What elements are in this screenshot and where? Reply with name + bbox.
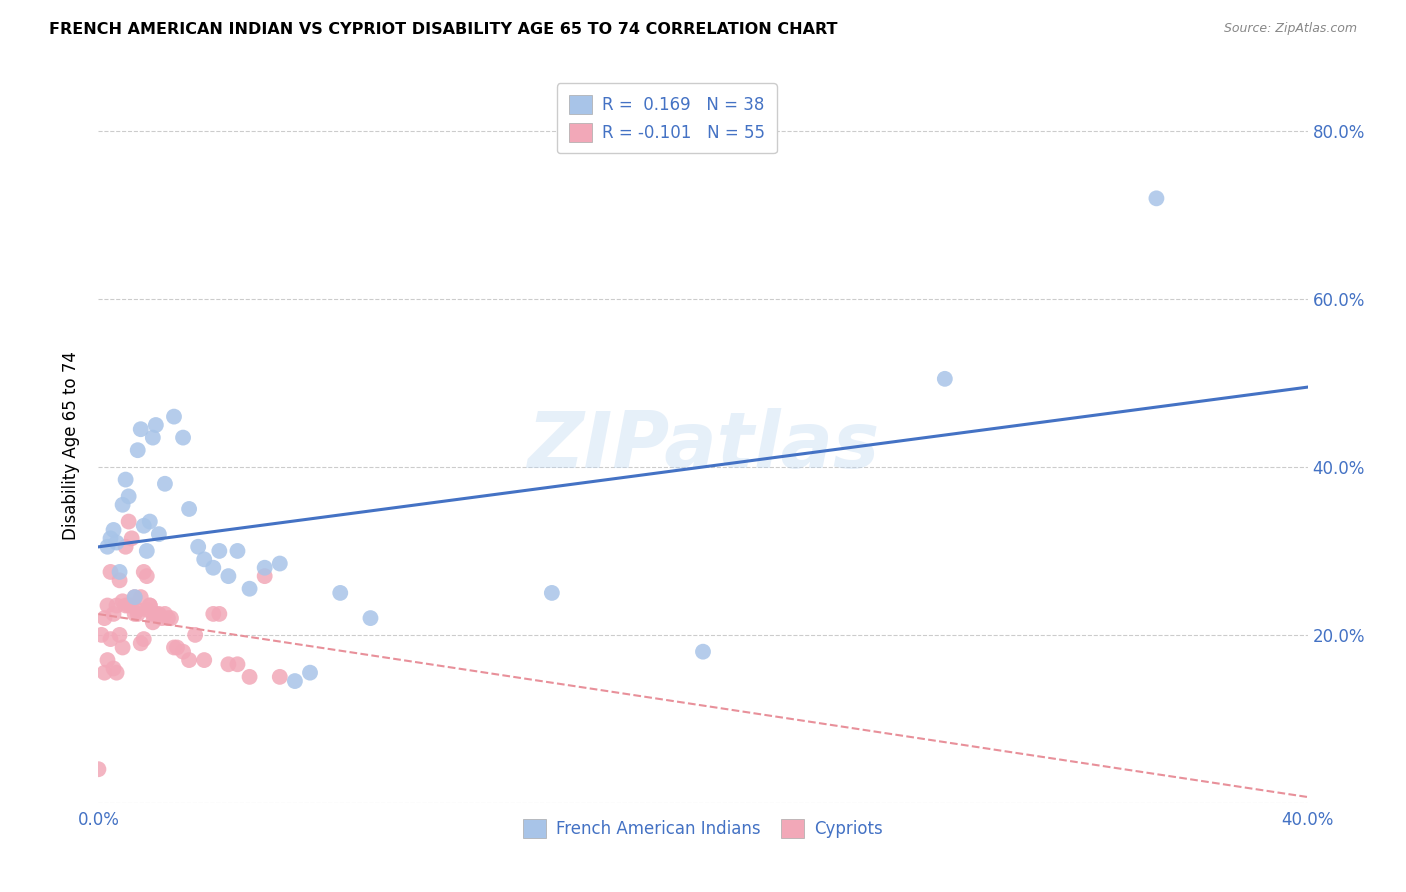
Point xyxy=(118,515,141,529)
Point xyxy=(299,665,322,680)
Legend: French American Indians, Cypriots: French American Indians, Cypriots xyxy=(516,812,890,845)
Point xyxy=(93,665,115,680)
Point xyxy=(139,515,162,529)
Point xyxy=(103,607,125,621)
Point xyxy=(163,409,186,424)
Point xyxy=(284,674,307,689)
Point xyxy=(179,502,201,516)
Point xyxy=(253,560,276,574)
Point xyxy=(217,569,239,583)
Point xyxy=(108,628,131,642)
Point xyxy=(253,569,276,583)
Point xyxy=(329,586,352,600)
Point xyxy=(160,611,183,625)
Point xyxy=(100,565,122,579)
Point xyxy=(179,653,201,667)
Point xyxy=(135,569,157,583)
Point xyxy=(124,590,146,604)
Point xyxy=(132,518,155,533)
Point xyxy=(156,611,179,625)
Point xyxy=(127,607,149,621)
Point xyxy=(105,535,128,549)
Point xyxy=(208,607,231,621)
Point xyxy=(103,661,125,675)
Point xyxy=(193,552,215,566)
Point xyxy=(96,540,118,554)
Point xyxy=(132,565,155,579)
Point xyxy=(118,599,141,613)
Point xyxy=(129,636,152,650)
Point xyxy=(692,645,714,659)
Point xyxy=(100,632,122,646)
Point xyxy=(118,489,141,503)
Point xyxy=(239,582,262,596)
Point xyxy=(114,473,136,487)
Point xyxy=(114,599,136,613)
Text: FRENCH AMERICAN INDIAN VS CYPRIOT DISABILITY AGE 65 TO 74 CORRELATION CHART: FRENCH AMERICAN INDIAN VS CYPRIOT DISABI… xyxy=(49,22,838,37)
Point xyxy=(96,653,118,667)
Point xyxy=(239,670,262,684)
Point xyxy=(142,431,165,445)
Point xyxy=(217,657,239,672)
Point xyxy=(142,615,165,630)
Point xyxy=(172,645,194,659)
Point xyxy=(193,653,215,667)
Point xyxy=(184,628,207,642)
Point xyxy=(208,544,231,558)
Point xyxy=(135,603,157,617)
Point xyxy=(139,599,162,613)
Point xyxy=(108,565,131,579)
Point xyxy=(202,560,225,574)
Point xyxy=(135,544,157,558)
Point xyxy=(105,599,128,613)
Point xyxy=(540,586,562,600)
Point xyxy=(269,670,291,684)
Point xyxy=(96,599,118,613)
Point xyxy=(124,607,146,621)
Point xyxy=(150,611,173,625)
Point xyxy=(148,527,170,541)
Point xyxy=(226,544,249,558)
Point xyxy=(142,607,165,621)
Point xyxy=(139,599,162,613)
Point xyxy=(360,611,382,625)
Point xyxy=(124,590,146,604)
Point xyxy=(100,532,122,546)
Point xyxy=(111,594,134,608)
Point xyxy=(90,628,112,642)
Point xyxy=(202,607,225,621)
Point xyxy=(111,640,134,655)
Point xyxy=(153,476,176,491)
Y-axis label: Disability Age 65 to 74: Disability Age 65 to 74 xyxy=(62,351,80,541)
Point xyxy=(93,611,115,625)
Point xyxy=(163,640,186,655)
Point xyxy=(1144,191,1167,205)
Point xyxy=(108,574,131,588)
Point xyxy=(111,498,134,512)
Point xyxy=(187,540,209,554)
Point xyxy=(132,632,155,646)
Point xyxy=(153,607,176,621)
Point xyxy=(269,557,291,571)
Point xyxy=(105,665,128,680)
Point xyxy=(129,422,152,436)
Point xyxy=(87,762,110,776)
Point xyxy=(129,590,152,604)
Point xyxy=(114,540,136,554)
Point xyxy=(121,599,143,613)
Point xyxy=(166,640,188,655)
Text: ZIPatlas: ZIPatlas xyxy=(527,408,879,484)
Text: Source: ZipAtlas.com: Source: ZipAtlas.com xyxy=(1223,22,1357,36)
Point xyxy=(121,532,143,546)
Point xyxy=(127,443,149,458)
Point xyxy=(103,523,125,537)
Point xyxy=(226,657,249,672)
Point xyxy=(127,603,149,617)
Point xyxy=(172,431,194,445)
Point xyxy=(148,607,170,621)
Point xyxy=(934,372,956,386)
Point xyxy=(145,607,167,621)
Point xyxy=(145,417,167,432)
